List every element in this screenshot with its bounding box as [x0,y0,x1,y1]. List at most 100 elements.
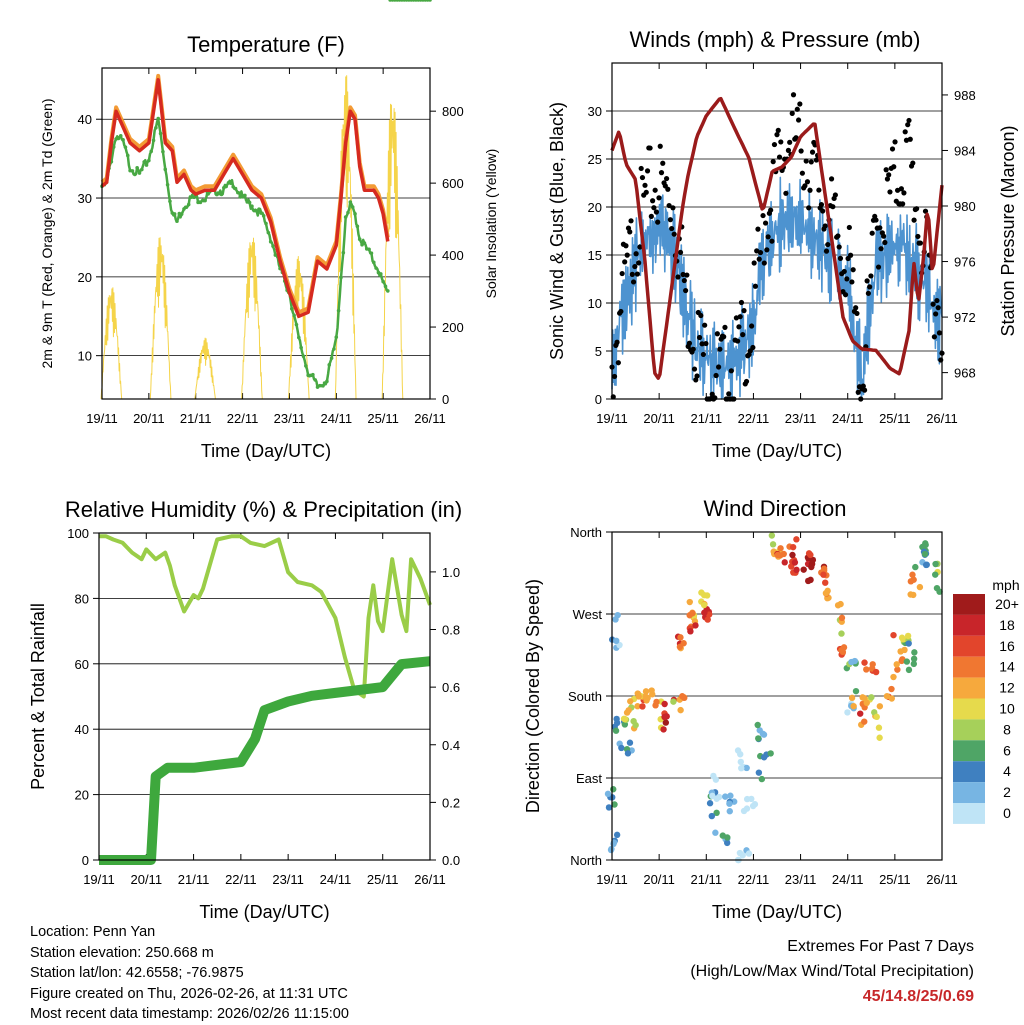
wind-direction-point [727,792,734,799]
gust-point [699,341,705,347]
temp-2m-line [100,78,390,319]
wind-direction-point [848,658,855,666]
gust-point [914,206,920,212]
winds-panel: Winds (mph) & Pressure (mb) 19/11 20/11 21/… [547,27,1018,461]
y2-tick-label: 968 [954,366,976,381]
y2-tick-label: 980 [954,199,976,214]
gust-point [655,219,661,225]
gust-point [898,186,904,192]
wind-direction-point [857,710,864,717]
gust-point [875,264,882,270]
dewpoint-point [184,205,189,209]
wind-direction-point [726,808,733,815]
y2-tick-label: 0.8 [442,623,460,638]
gust-point [634,271,640,277]
wind-direction-point [737,758,745,766]
gust-point [639,174,646,181]
gust-point [618,308,624,315]
dewpoint-point [301,354,306,359]
dewpoint-point [343,215,348,219]
dewpoint-point [428,0,432,2]
dewpoint-point [116,136,121,141]
extremes-subtitle: (High/Low/Max Wind/Total Precipitation) [690,963,974,980]
gust-point [878,246,884,252]
wind-direction-point [627,698,634,705]
gust-point [764,247,770,253]
gust-point [762,220,769,226]
wind-direction-point [900,636,907,643]
gust-point [735,338,741,344]
dewpoint-point [186,202,191,207]
wind-direction-point [624,750,632,757]
gust-point [820,208,826,214]
wind-direction-point [863,699,870,707]
gust-point [931,334,937,340]
x-tick-label: 25/11 [367,872,399,887]
dewpoint-point [367,247,371,252]
dewpoint-point [299,345,303,350]
gust-point [752,283,759,289]
wind-direction-point [808,563,815,571]
dewpoint-point [149,149,153,154]
gust-point [900,201,906,207]
gust-point [619,270,625,277]
plot-border [101,67,431,400]
wind-direction-point [745,850,753,857]
dewpoint-point [371,260,376,265]
gust-point [696,334,703,341]
dewpoint-point [123,145,128,149]
wind-direction-point [904,632,912,640]
wind-direction-point [890,673,897,681]
x-tick-label: 26/11 [414,872,446,887]
wind-direction-point [724,834,731,841]
dewpoint-point [341,250,346,255]
gust-point [675,274,681,280]
gust-point [854,310,860,317]
gust-point [666,202,672,209]
gust-point [905,122,911,128]
wind-direction-point [713,809,720,817]
wind-direction-point [805,550,813,557]
colorbar-swatch [953,803,985,824]
gust-point [892,139,898,145]
gust-point [712,395,718,401]
wind-direction-point [888,685,895,693]
wind-direction-point [905,640,912,647]
wind-direction-point [789,551,796,559]
wind-direction-point [767,750,774,757]
y2-tick-label: 0.6 [442,680,460,695]
wind-direction-point [800,566,807,573]
x-tick-label: 23/11 [785,411,817,426]
wind-direction-point [734,747,742,754]
gust-point [716,364,722,370]
wind-direction-point [834,602,842,609]
wind-direction-point [850,702,857,710]
gust-point [771,141,778,148]
gust-point [906,117,912,124]
y2-axis-label: Solar Insolation (Yellow) [483,149,499,299]
gust-point [883,167,889,173]
temp-9m-line [100,73,390,315]
gust-point [813,157,819,163]
wind-direction-point [706,611,713,618]
wind-direction-point [911,649,918,656]
x-tick-label: 25/11 [879,872,911,887]
dewpoint-point [332,347,336,351]
dewpoint-point [266,230,271,235]
wind-direction-point [670,698,677,705]
dewpoint-point [259,211,264,215]
wind-direction-point [838,630,845,637]
wind-direction-point [726,800,733,807]
wind-direction-point [777,545,784,552]
gust-point [636,260,642,266]
gust-point [749,323,755,329]
gust-point [671,231,677,237]
gust-point [816,187,822,193]
gust-point [869,230,875,236]
y2-tick-label: 984 [954,143,976,158]
gust-point [936,330,943,336]
gust-point [624,252,630,258]
dewpoint-point [353,212,357,216]
x-tick-label: 22/11 [738,411,770,426]
dewpoint-point [175,219,179,224]
